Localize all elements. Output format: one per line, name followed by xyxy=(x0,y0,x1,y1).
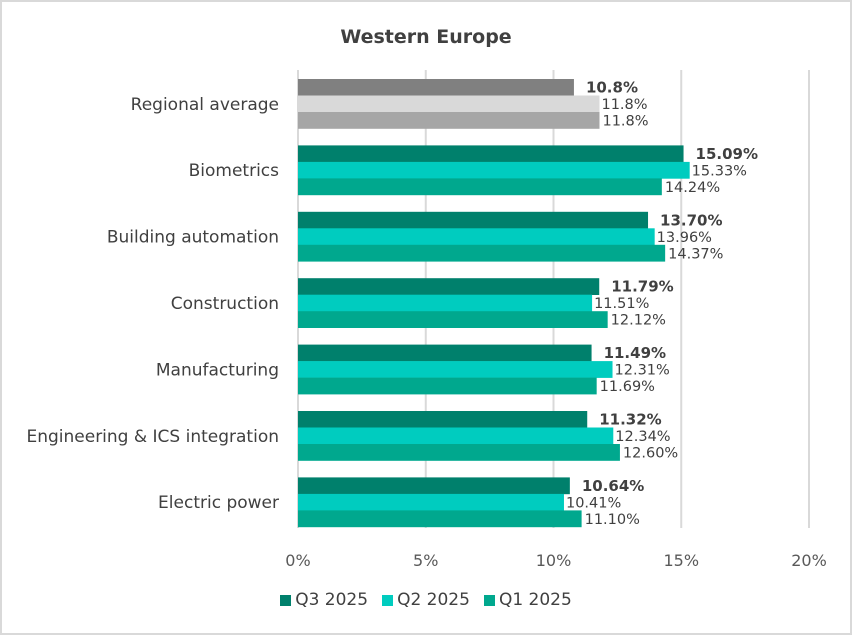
data-label: 13.70% xyxy=(660,211,722,229)
category-label: Electric power xyxy=(158,493,279,513)
category-label: Engineering & ICS integration xyxy=(26,427,279,447)
bar xyxy=(298,95,600,113)
category-label: Biometrics xyxy=(189,161,280,181)
x-tick-label: 15% xyxy=(663,551,699,570)
data-label: 11.10% xyxy=(585,512,640,528)
bar xyxy=(298,244,666,262)
legend-label: Q1 2025 xyxy=(498,590,572,610)
bar xyxy=(298,510,582,528)
data-label: 15.09% xyxy=(696,145,758,163)
legend-label: Q3 2025 xyxy=(295,590,369,610)
legend-label: Q2 2025 xyxy=(397,590,470,610)
bar xyxy=(298,278,600,295)
bar xyxy=(298,411,588,428)
data-label: 14.24% xyxy=(665,180,720,196)
x-tick-label: 10% xyxy=(536,551,572,570)
legend-item: Q2 2025 xyxy=(382,590,470,610)
data-label: 11.32% xyxy=(599,411,661,429)
bar xyxy=(298,493,564,511)
data-label: 12.12% xyxy=(611,313,666,329)
bar xyxy=(298,79,574,96)
bar xyxy=(298,361,613,378)
bars xyxy=(298,79,690,528)
data-label: 11.8% xyxy=(602,114,648,130)
bar xyxy=(298,427,614,445)
bar xyxy=(298,145,684,163)
bar xyxy=(298,377,597,395)
data-label: 12.34% xyxy=(615,429,670,445)
data-label: 14.37% xyxy=(668,246,723,262)
legend-item: Q3 2025 xyxy=(280,590,368,610)
bar xyxy=(298,477,570,495)
data-label: 15.33% xyxy=(692,163,747,179)
data-label: 11.49% xyxy=(604,344,666,362)
bar xyxy=(298,228,655,246)
bar xyxy=(298,444,620,461)
chart-title: Western Europe xyxy=(340,26,512,48)
bar xyxy=(298,311,608,328)
x-tick-label: 0% xyxy=(285,551,310,570)
data-label: 11.69% xyxy=(600,379,655,395)
x-tick-label: 20% xyxy=(791,551,827,570)
data-label: 12.31% xyxy=(615,363,670,379)
legend-swatch xyxy=(483,594,495,606)
legend-swatch xyxy=(382,594,394,606)
bar xyxy=(298,344,592,362)
data-label: 10.8% xyxy=(586,79,638,97)
data-label: 12.60% xyxy=(623,446,678,462)
category-label: Building automation xyxy=(107,228,279,248)
legend-item: Q1 2025 xyxy=(483,590,572,610)
bar xyxy=(298,178,662,196)
bar xyxy=(298,161,690,179)
data-label: 11.79% xyxy=(611,278,673,296)
data-label: 13.96% xyxy=(657,230,712,246)
data-label: 11.8% xyxy=(601,97,647,113)
legend: Q3 2025 Q2 2025 Q1 2025 xyxy=(0,590,852,610)
category-label: Manufacturing xyxy=(156,360,279,380)
bar xyxy=(298,294,593,312)
x-tick-label: 5% xyxy=(413,551,438,570)
legend-swatch xyxy=(280,594,292,606)
category-label: Regional average xyxy=(131,95,279,115)
data-label: 10.41% xyxy=(566,495,621,511)
category-labels: Regional average Biometrics Building autom… xyxy=(26,95,279,513)
data-label: 11.51% xyxy=(594,296,649,312)
x-tick-labels: 0% 5% 10% 15% 20% xyxy=(285,551,826,570)
category-label: Construction xyxy=(171,294,279,314)
bar xyxy=(298,211,649,229)
bar xyxy=(298,112,600,129)
data-labels: 10.8%11.8%11.8%15.09%15.33%14.24%13.70%1… xyxy=(566,79,758,528)
data-label: 10.64% xyxy=(582,477,644,495)
